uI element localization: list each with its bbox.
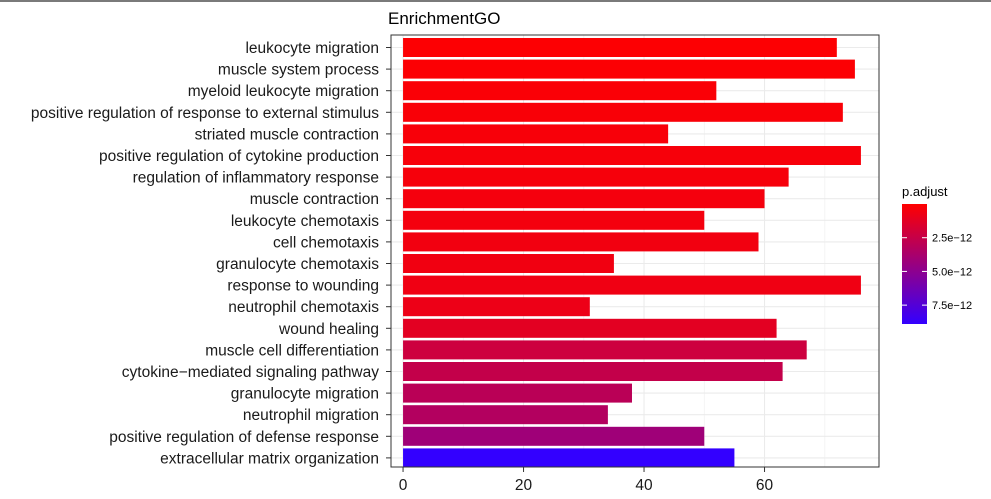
x-tick-label: 60	[756, 477, 774, 494]
category-label: striated muscle contraction	[195, 126, 379, 143]
category-label: wound healing	[278, 321, 379, 338]
category-label: muscle contraction	[250, 191, 379, 208]
top-border-line	[0, 0, 991, 2]
legend-title: p.adjust	[902, 184, 948, 199]
bar	[403, 254, 614, 273]
category-label: muscle system process	[218, 62, 379, 79]
category-label: neutrophil migration	[243, 407, 379, 424]
bar	[403, 81, 717, 101]
bar	[403, 189, 765, 209]
category-labels: leukocyte migration muscle system process…	[31, 40, 391, 467]
legend-tick-label: 2.5e−12	[932, 233, 972, 245]
bar	[403, 383, 632, 403]
category-label: neutrophil chemotaxis	[228, 299, 379, 316]
bar	[403, 102, 843, 122]
legend-ticks: 2.5e−12 5.0e−12 7.5e−12	[902, 233, 972, 312]
category-label: cytokine−mediated signaling pathway	[122, 364, 379, 381]
bar	[403, 210, 705, 230]
bar	[403, 340, 807, 360]
bar	[403, 318, 777, 338]
category-label: positive regulation of cytokine producti…	[99, 148, 379, 165]
x-tick-label: 0	[399, 477, 408, 494]
legend-tick-label: 7.5e−12	[932, 300, 972, 312]
legend-color-bar	[902, 204, 927, 324]
bar	[403, 362, 783, 381]
x-tick-label: 40	[635, 477, 653, 494]
x-tick-label: 20	[515, 477, 533, 494]
bar	[403, 448, 735, 468]
chart-title: EnrichmentGO	[388, 9, 500, 28]
bar	[403, 38, 837, 57]
plot-panel-border	[390, 34, 880, 468]
x-axis: 0 20 40 60	[399, 467, 774, 494]
bar	[403, 232, 759, 252]
category-label: cell chemotaxis	[273, 234, 379, 251]
color-legend: p.adjust 2.5e−12 5.0e−12 7.5e−12	[902, 184, 972, 324]
bar	[403, 426, 705, 446]
category-label: regulation of inflammatory response	[133, 170, 379, 187]
category-label: leukocyte migration	[245, 40, 379, 57]
category-label: granulocyte chemotaxis	[216, 256, 379, 273]
category-label: muscle cell differentiation	[205, 342, 379, 359]
category-label: response to wounding	[227, 278, 379, 295]
legend-tick-label: 5.0e−12	[932, 266, 972, 278]
bar	[403, 167, 789, 187]
category-label: extracellular matrix organization	[160, 450, 379, 467]
category-label: positive regulation of response to exter…	[31, 105, 379, 122]
bars-group	[403, 38, 861, 468]
bar	[403, 405, 608, 425]
bar	[403, 59, 855, 79]
bar	[403, 146, 861, 165]
category-label: granulocyte migration	[231, 386, 379, 403]
category-label: positive regulation of defense response	[109, 429, 379, 446]
category-label: myeloid leukocyte migration	[188, 83, 379, 100]
category-label: leukocyte chemotaxis	[231, 213, 379, 230]
bar	[403, 275, 861, 295]
bar	[403, 297, 590, 317]
bar	[403, 124, 669, 144]
